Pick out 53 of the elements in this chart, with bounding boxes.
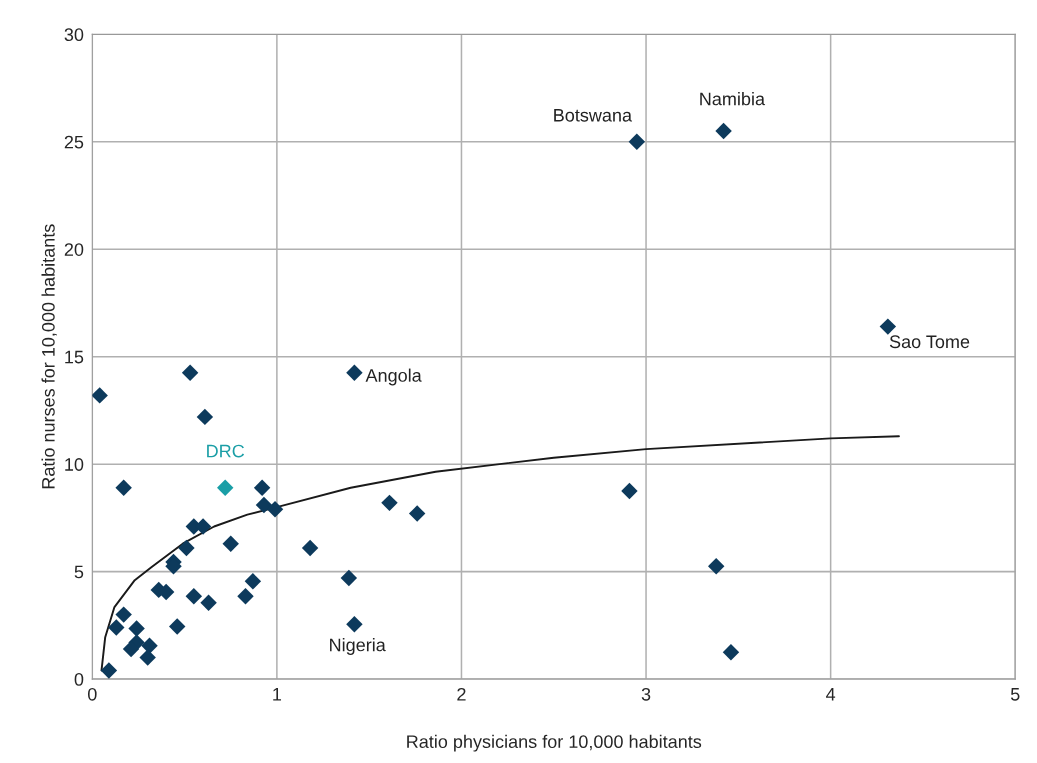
point bbox=[301, 539, 319, 557]
point bbox=[216, 479, 234, 497]
point bbox=[108, 619, 125, 636]
point bbox=[181, 364, 199, 382]
point bbox=[128, 620, 145, 637]
series-label: DRC bbox=[207, 444, 245, 458]
y-tick-label: 0 bbox=[74, 673, 84, 686]
point bbox=[266, 501, 284, 518]
point bbox=[115, 479, 132, 497]
point bbox=[200, 594, 217, 611]
point bbox=[115, 606, 132, 623]
point bbox=[879, 318, 897, 335]
point bbox=[346, 616, 363, 633]
point bbox=[196, 408, 214, 426]
point bbox=[185, 588, 203, 605]
y-tick-label: 30 bbox=[64, 28, 84, 42]
x-tick-label: 1 bbox=[273, 688, 282, 701]
point bbox=[381, 494, 398, 512]
x-tick-label: 5 bbox=[1010, 688, 1020, 701]
x-axis-title: Ratio physicians for 10,000 habitants bbox=[407, 734, 702, 752]
annotation: Sao Tome bbox=[889, 335, 970, 349]
point bbox=[178, 539, 195, 557]
x-tick-label: 2 bbox=[457, 687, 466, 701]
point bbox=[715, 122, 732, 140]
y-tick-label: 15 bbox=[65, 350, 84, 364]
point bbox=[244, 573, 262, 590]
point bbox=[100, 662, 118, 679]
point bbox=[139, 649, 156, 666]
annotation: Nigeria bbox=[330, 638, 386, 655]
y-axis-title: Ratio nurses for 10,000 habitants bbox=[41, 224, 57, 489]
point bbox=[255, 496, 273, 514]
point bbox=[253, 479, 271, 497]
point bbox=[92, 387, 108, 404]
y-tick-label: 10 bbox=[65, 458, 84, 471]
point bbox=[628, 133, 646, 151]
point bbox=[168, 618, 186, 635]
point bbox=[222, 535, 239, 552]
y-tick-label: 20 bbox=[64, 243, 84, 256]
point bbox=[340, 569, 358, 587]
x-tick-label: 3 bbox=[641, 687, 651, 701]
point bbox=[237, 588, 254, 605]
x-tick-label: 0 bbox=[87, 687, 97, 701]
point bbox=[408, 505, 426, 522]
point bbox=[722, 643, 740, 661]
point bbox=[346, 364, 363, 382]
annotation: Angola bbox=[365, 368, 422, 386]
point bbox=[707, 558, 725, 575]
point bbox=[621, 482, 638, 500]
annotation: Namibia bbox=[700, 92, 766, 106]
y-tick-label: 25 bbox=[64, 135, 84, 149]
y-tick-label: 5 bbox=[74, 565, 84, 579]
x-tick-label: 4 bbox=[826, 688, 836, 701]
annotation: Botswana bbox=[554, 109, 633, 122]
